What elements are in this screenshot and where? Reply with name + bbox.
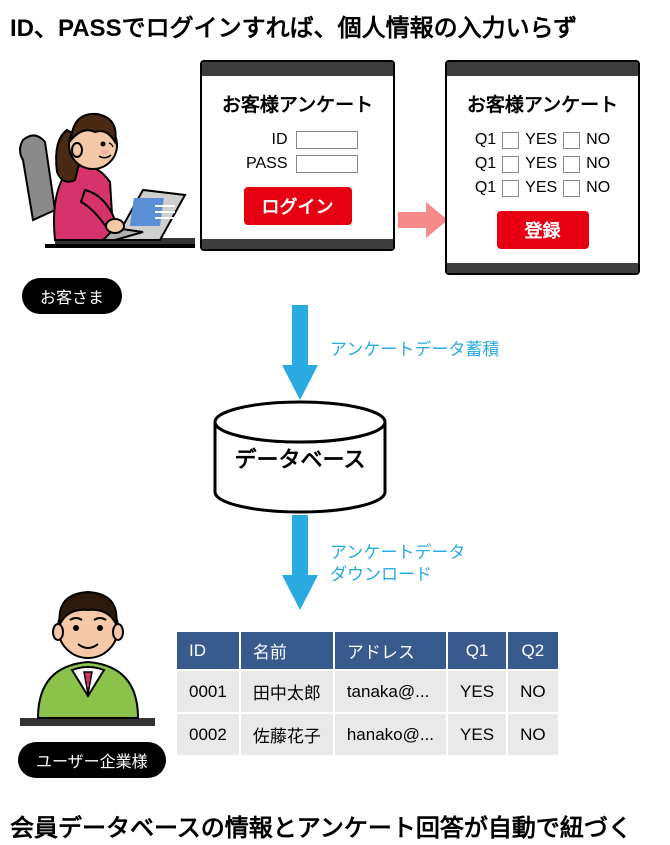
table-cell: NO (507, 670, 559, 713)
table-cell: 0002 (176, 713, 240, 756)
question-row: Q1 YES NO (457, 179, 628, 197)
customer-badge: お客さま (22, 278, 122, 314)
survey-phone: お客様アンケート Q1 YES NO Q1 YES NO Q1 YES NO 登録 (445, 60, 640, 275)
table-cell: NO (507, 713, 559, 756)
id-input[interactable] (296, 131, 358, 149)
customer-illustration (15, 90, 195, 290)
table-header: ID (176, 631, 240, 670)
q-label: Q1 (475, 179, 496, 197)
table-cell: 佐藤花子 (240, 713, 334, 756)
register-button[interactable]: 登録 (497, 211, 589, 249)
table-cell: YES (447, 670, 507, 713)
table-cell: YES (447, 713, 507, 756)
blue-arrow-down-1-icon (282, 305, 318, 400)
q-label: Q1 (475, 131, 496, 149)
table-header: Q1 (447, 631, 507, 670)
yes-label: YES (525, 131, 557, 149)
phone-bottom-bar (202, 239, 393, 249)
phone-top-bar (447, 62, 638, 76)
table-cell: 0001 (176, 670, 240, 713)
accumulate-label: アンケートデータ蓄積 (330, 335, 499, 360)
phone-bottom-bar (447, 263, 638, 273)
no-label: NO (586, 155, 610, 173)
survey-title: お客様アンケート (457, 90, 628, 117)
pink-arrow-icon (398, 200, 448, 240)
table-header: 名前 (240, 631, 334, 670)
no-label: NO (586, 179, 610, 197)
blue-arrow-down-2-icon (282, 515, 318, 610)
yes-label: YES (525, 179, 557, 197)
login-title: お客様アンケート (212, 90, 383, 117)
company-badge: ユーザー企業様 (18, 742, 166, 778)
headline-bottom: 会員データベースの情報とアンケート回答が自動で紐づく (10, 808, 632, 843)
yes-checkbox[interactable] (502, 132, 519, 149)
yes-checkbox[interactable] (502, 156, 519, 173)
q-label: Q1 (475, 155, 496, 173)
question-row: Q1 YES NO (457, 131, 628, 149)
question-row: Q1 YES NO (457, 155, 628, 173)
id-label: ID (238, 131, 288, 149)
download-label-2: ダウンロード (330, 560, 432, 585)
table-header: Q2 (507, 631, 559, 670)
no-label: NO (586, 131, 610, 149)
table-row: 0001田中太郎tanaka@...YESNO (176, 670, 559, 713)
yes-checkbox[interactable] (502, 180, 519, 197)
database-label: データベース (215, 442, 385, 474)
company-illustration (20, 558, 155, 743)
table-row: 0002佐藤花子hanako@...YESNO (176, 713, 559, 756)
login-phone: お客様アンケート ID PASS ログイン (200, 60, 395, 251)
no-checkbox[interactable] (563, 180, 580, 197)
phone-top-bar (202, 62, 393, 76)
table-cell: hanako@... (334, 713, 447, 756)
yes-label: YES (525, 155, 557, 173)
table-cell: tanaka@... (334, 670, 447, 713)
login-button[interactable]: ログイン (244, 187, 352, 225)
table-header: アドレス (334, 631, 447, 670)
result-table: ID名前アドレスQ1Q2 0001田中太郎tanaka@...YESNO0002… (175, 630, 560, 757)
no-checkbox[interactable] (563, 156, 580, 173)
headline-top: ID、PASSでログインすれば、個人情報の入力いらず (10, 8, 577, 43)
pass-label: PASS (238, 155, 288, 173)
no-checkbox[interactable] (563, 132, 580, 149)
pass-input[interactable] (296, 155, 358, 173)
table-cell: 田中太郎 (240, 670, 334, 713)
